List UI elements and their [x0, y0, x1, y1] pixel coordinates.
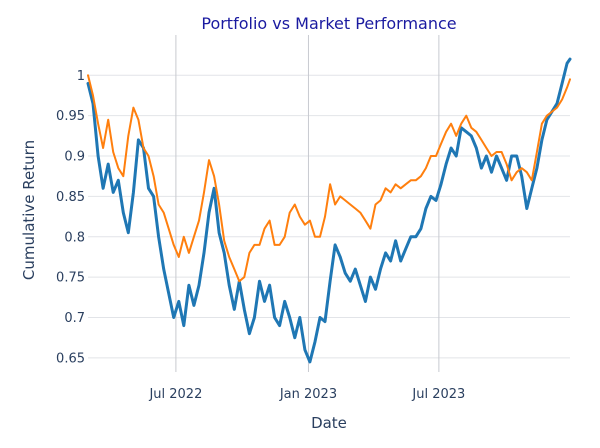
x-axis-title: Date — [311, 414, 347, 432]
y-tick-label: 1 — [77, 69, 85, 84]
x-tick-labels: Jul 2022 Jan 2023 Jul 2023 — [148, 387, 465, 402]
y-tick-label: 0.8 — [64, 230, 85, 245]
series-line-2 — [87, 74, 571, 283]
y-tick-labels: 0.65 0.7 0.75 0.8 0.85 0.9 0.95 1 — [56, 69, 85, 367]
y-tick-label: 0.7 — [64, 311, 85, 326]
y-axis-title: Cumulative Return — [20, 140, 38, 280]
x-tick-label: Jul 2022 — [148, 387, 202, 402]
chart-title: Portfolio vs Market Performance — [201, 14, 456, 33]
y-tick-label: 0.85 — [56, 190, 85, 205]
y-tick-label: 0.65 — [56, 351, 85, 366]
y-tick-label: 0.95 — [56, 109, 85, 124]
x-tick-label: Jan 2023 — [279, 387, 337, 402]
y-tick-label: 0.9 — [64, 150, 85, 165]
series-line-1 — [86, 57, 572, 364]
x-tick-label: Jul 2023 — [411, 387, 465, 402]
y-tick-label: 0.75 — [56, 271, 85, 286]
series-layer — [86, 57, 572, 364]
